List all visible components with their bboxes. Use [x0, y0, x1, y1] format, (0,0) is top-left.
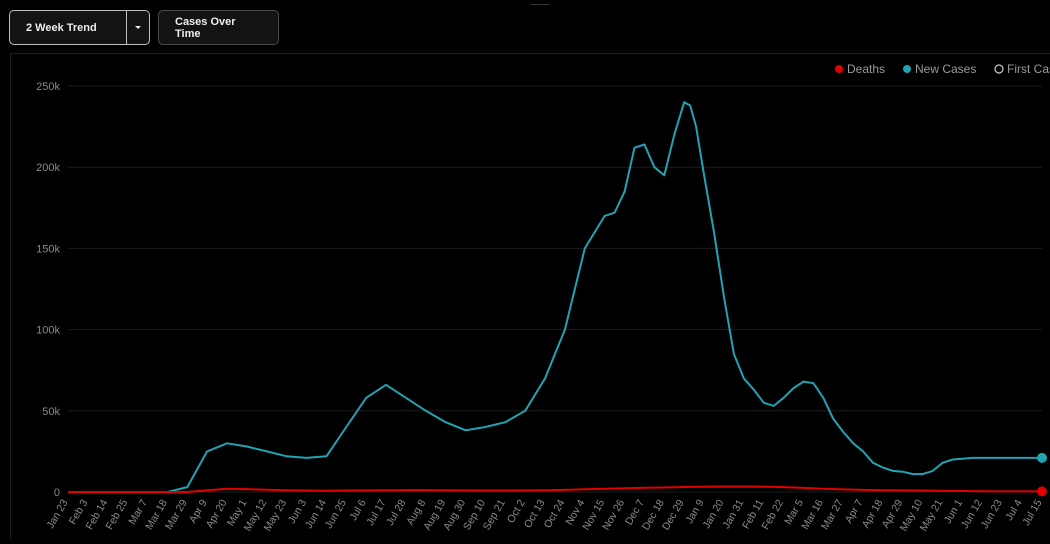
x-tick-label: Jan 23	[44, 497, 70, 530]
deaths-end-marker[interactable]	[1037, 486, 1047, 497]
trend-dropdown-label[interactable]: 2 Week Trend	[26, 21, 97, 34]
x-tick-label: Jul 28	[384, 497, 408, 527]
toolbar: 2 Week Trend Cases Over Time	[9, 10, 279, 45]
y-tick-label: 0	[54, 487, 60, 499]
legend-item[interactable]: New Cases	[903, 62, 976, 76]
new-cases-end-marker[interactable]	[1037, 452, 1047, 463]
legend-label: New Cases	[915, 62, 976, 76]
trend-dropdown[interactable]: 2 Week Trend	[9, 10, 150, 45]
legend-item[interactable]: Deaths	[835, 62, 885, 76]
y-tick-label: 250k	[36, 81, 60, 93]
y-tick-label: 150k	[36, 243, 60, 255]
y-tick-label: 200k	[36, 162, 60, 174]
legend-marker-icon	[903, 65, 911, 73]
chart-panel: 0 50k 100k 150k 200k 250k Jan 23 Feb 3 Feb 14 Fe…	[10, 53, 1050, 539]
legend-label: Deaths	[847, 62, 885, 76]
legend-marker-icon	[994, 64, 1004, 74]
deaths-series-line[interactable]	[68, 485, 1042, 493]
cases-over-time-button[interactable]: Cases Over Time	[158, 10, 279, 45]
new-cases-series-line[interactable]	[68, 101, 1042, 493]
legend-marker-icon	[835, 65, 843, 73]
top-notch	[530, 0, 550, 5]
x-tick-label: Jul 15	[1020, 497, 1044, 527]
y-tick-label: 50k	[42, 406, 60, 418]
legend-label: First Case	[1007, 62, 1050, 76]
legend-item[interactable]: First Case	[994, 62, 1050, 76]
chevron-down-icon[interactable]	[126, 11, 149, 44]
y-tick-label: 100k	[36, 325, 60, 337]
